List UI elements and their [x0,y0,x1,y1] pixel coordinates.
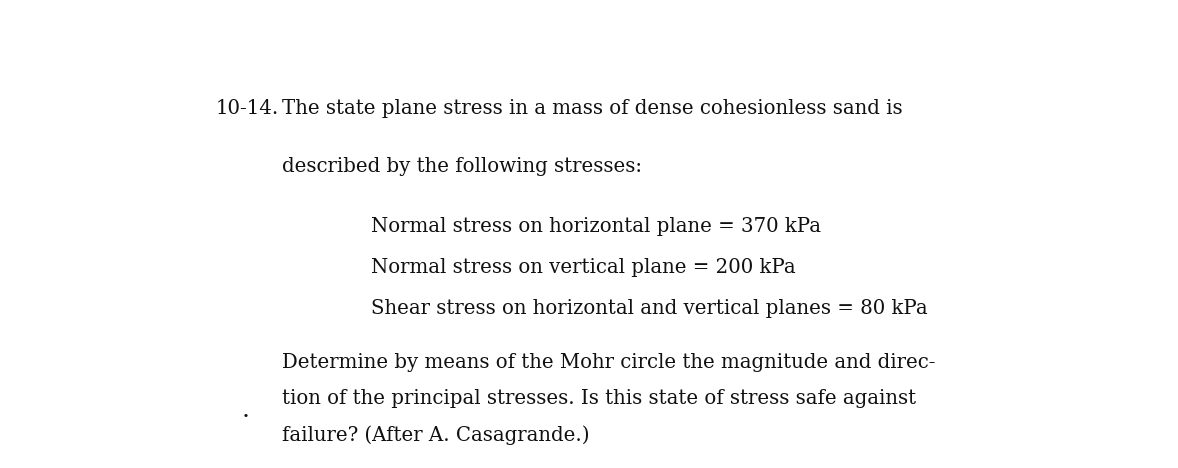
Text: ·: · [241,406,250,429]
Text: Shear stress on horizontal and vertical planes = 80 kPa: Shear stress on horizontal and vertical … [371,300,927,318]
Text: Determine by means of the Mohr circle the magnitude and direc-: Determine by means of the Mohr circle th… [283,353,935,373]
Text: 10-14.: 10-14. [216,99,279,118]
Text: Normal stress on horizontal plane = 370 kPa: Normal stress on horizontal plane = 370 … [371,217,821,235]
Text: The state plane stress in a mass of dense cohesionless sand is: The state plane stress in a mass of dens… [283,99,904,118]
Text: Normal stress on vertical plane = 200 kPa: Normal stress on vertical plane = 200 kP… [371,258,795,277]
Text: failure? (After A. Casagrande.): failure? (After A. Casagrande.) [283,425,590,445]
Text: described by the following stresses:: described by the following stresses: [283,157,642,176]
Text: tion of the principal stresses. Is this state of stress safe against: tion of the principal stresses. Is this … [283,389,916,409]
